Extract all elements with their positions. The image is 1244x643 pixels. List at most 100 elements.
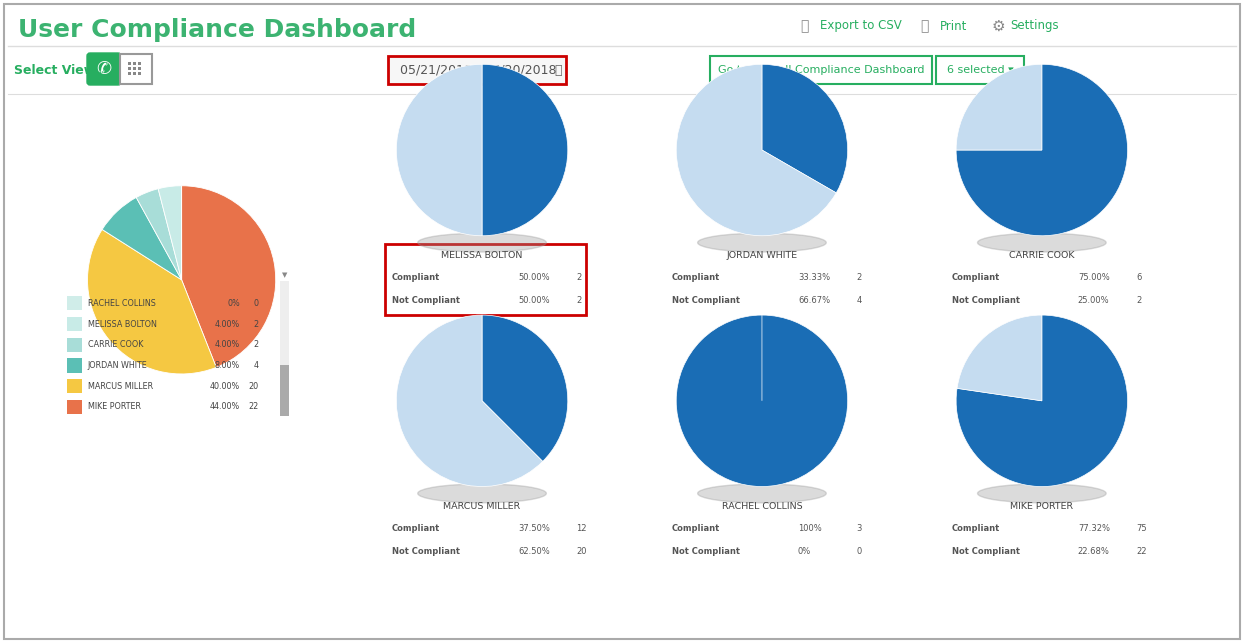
Text: CARRIE COOK: CARRIE COOK bbox=[1009, 251, 1075, 260]
Text: ⚙: ⚙ bbox=[991, 19, 1005, 33]
Wedge shape bbox=[677, 315, 847, 487]
Text: 44.00%: 44.00% bbox=[210, 403, 240, 412]
Bar bbox=[128, 62, 131, 65]
Bar bbox=[138, 72, 141, 75]
Wedge shape bbox=[957, 64, 1127, 236]
FancyBboxPatch shape bbox=[935, 56, 1024, 84]
Bar bbox=[67, 296, 82, 311]
Bar bbox=[138, 67, 141, 70]
Bar bbox=[280, 365, 289, 416]
Text: 2: 2 bbox=[576, 296, 582, 305]
FancyBboxPatch shape bbox=[87, 53, 121, 85]
Bar bbox=[67, 379, 82, 394]
Ellipse shape bbox=[978, 484, 1106, 503]
Wedge shape bbox=[957, 64, 1042, 150]
Text: 77.32%: 77.32% bbox=[1077, 524, 1110, 533]
Text: 75: 75 bbox=[1136, 524, 1147, 533]
Text: 🖨: 🖨 bbox=[921, 19, 928, 33]
Text: 25.00%: 25.00% bbox=[1077, 296, 1110, 305]
Wedge shape bbox=[761, 64, 847, 193]
Text: JORDAN WHITE: JORDAN WHITE bbox=[87, 361, 147, 370]
Text: Compliant: Compliant bbox=[392, 524, 440, 533]
Text: 2: 2 bbox=[856, 273, 862, 282]
Bar bbox=[133, 67, 136, 70]
Text: 2: 2 bbox=[254, 340, 259, 349]
Ellipse shape bbox=[978, 233, 1106, 252]
Bar bbox=[384, 244, 586, 314]
Text: MELISSA BOLTON: MELISSA BOLTON bbox=[87, 320, 157, 329]
Bar bbox=[138, 62, 141, 65]
Wedge shape bbox=[87, 230, 216, 374]
Text: Compliant: Compliant bbox=[672, 273, 720, 282]
Text: 0: 0 bbox=[254, 299, 259, 308]
Wedge shape bbox=[102, 197, 182, 280]
Text: Not Compliant: Not Compliant bbox=[952, 296, 1020, 305]
Text: 6: 6 bbox=[1136, 273, 1142, 282]
Text: 2: 2 bbox=[254, 320, 259, 329]
Text: Not Compliant: Not Compliant bbox=[672, 296, 740, 305]
Text: Go to Overall Compliance Dashboard: Go to Overall Compliance Dashboard bbox=[718, 65, 924, 75]
Text: 05/21/2018 - 06/20/2018: 05/21/2018 - 06/20/2018 bbox=[401, 64, 556, 77]
Wedge shape bbox=[481, 64, 567, 236]
Ellipse shape bbox=[698, 233, 826, 252]
Text: Settings: Settings bbox=[1010, 19, 1059, 33]
Text: 40.00%: 40.00% bbox=[210, 382, 240, 391]
Text: Not Compliant: Not Compliant bbox=[672, 547, 740, 556]
Text: 50.00%: 50.00% bbox=[518, 273, 550, 282]
Ellipse shape bbox=[418, 484, 546, 503]
Text: ✆: ✆ bbox=[97, 60, 112, 78]
Text: 50.00%: 50.00% bbox=[518, 296, 550, 305]
Wedge shape bbox=[957, 315, 1042, 401]
Wedge shape bbox=[481, 315, 567, 462]
FancyBboxPatch shape bbox=[4, 4, 1240, 639]
FancyBboxPatch shape bbox=[710, 56, 932, 84]
Text: 2: 2 bbox=[576, 273, 582, 282]
Text: Not Compliant: Not Compliant bbox=[392, 296, 460, 305]
Text: 66.67%: 66.67% bbox=[797, 296, 830, 305]
Wedge shape bbox=[957, 315, 1127, 487]
Text: 2: 2 bbox=[1136, 296, 1142, 305]
Bar bbox=[133, 72, 136, 75]
Text: Compliant: Compliant bbox=[952, 273, 1000, 282]
Text: 3: 3 bbox=[856, 524, 862, 533]
Wedge shape bbox=[158, 186, 182, 280]
Bar bbox=[133, 62, 136, 65]
Text: 0%: 0% bbox=[797, 547, 811, 556]
Text: MARCUS MILLER: MARCUS MILLER bbox=[87, 382, 153, 391]
Text: 0%: 0% bbox=[228, 299, 240, 308]
Text: 75.00%: 75.00% bbox=[1077, 273, 1110, 282]
Text: 33.33%: 33.33% bbox=[797, 273, 830, 282]
Text: 12: 12 bbox=[576, 524, 587, 533]
Text: 22: 22 bbox=[1136, 547, 1147, 556]
Text: 37.50%: 37.50% bbox=[518, 524, 550, 533]
Text: 62.50%: 62.50% bbox=[518, 547, 550, 556]
Text: Print: Print bbox=[940, 19, 968, 33]
Text: 20: 20 bbox=[249, 382, 259, 391]
Text: CARRIE COOK: CARRIE COOK bbox=[87, 340, 143, 349]
Text: MELISSA BOLTON: MELISSA BOLTON bbox=[442, 251, 522, 260]
Text: MARCUS MILLER: MARCUS MILLER bbox=[443, 502, 521, 511]
Text: 22: 22 bbox=[249, 403, 259, 412]
Bar bbox=[128, 67, 131, 70]
Text: MIKE PORTER: MIKE PORTER bbox=[87, 403, 141, 412]
Text: Not Compliant: Not Compliant bbox=[392, 547, 460, 556]
Text: Not Compliant: Not Compliant bbox=[952, 547, 1020, 556]
Text: RACHEL COLLINS: RACHEL COLLINS bbox=[87, 299, 156, 308]
Bar bbox=[67, 338, 82, 352]
Ellipse shape bbox=[418, 233, 546, 252]
Text: Compliant: Compliant bbox=[952, 524, 1000, 533]
Text: Export to CSV: Export to CSV bbox=[820, 19, 902, 33]
Wedge shape bbox=[397, 315, 542, 487]
Bar bbox=[128, 72, 131, 75]
Wedge shape bbox=[677, 64, 836, 236]
Text: 4: 4 bbox=[856, 296, 862, 305]
Text: 8.00%: 8.00% bbox=[215, 361, 240, 370]
Text: JORDAN WHITE: JORDAN WHITE bbox=[726, 251, 797, 260]
Text: 0: 0 bbox=[856, 547, 862, 556]
Wedge shape bbox=[137, 189, 182, 280]
Bar bbox=[67, 400, 82, 414]
Text: ▼: ▼ bbox=[282, 272, 287, 278]
Text: 6 selected ▾: 6 selected ▾ bbox=[947, 65, 1014, 75]
Text: 20: 20 bbox=[576, 547, 587, 556]
Bar bbox=[280, 281, 289, 416]
